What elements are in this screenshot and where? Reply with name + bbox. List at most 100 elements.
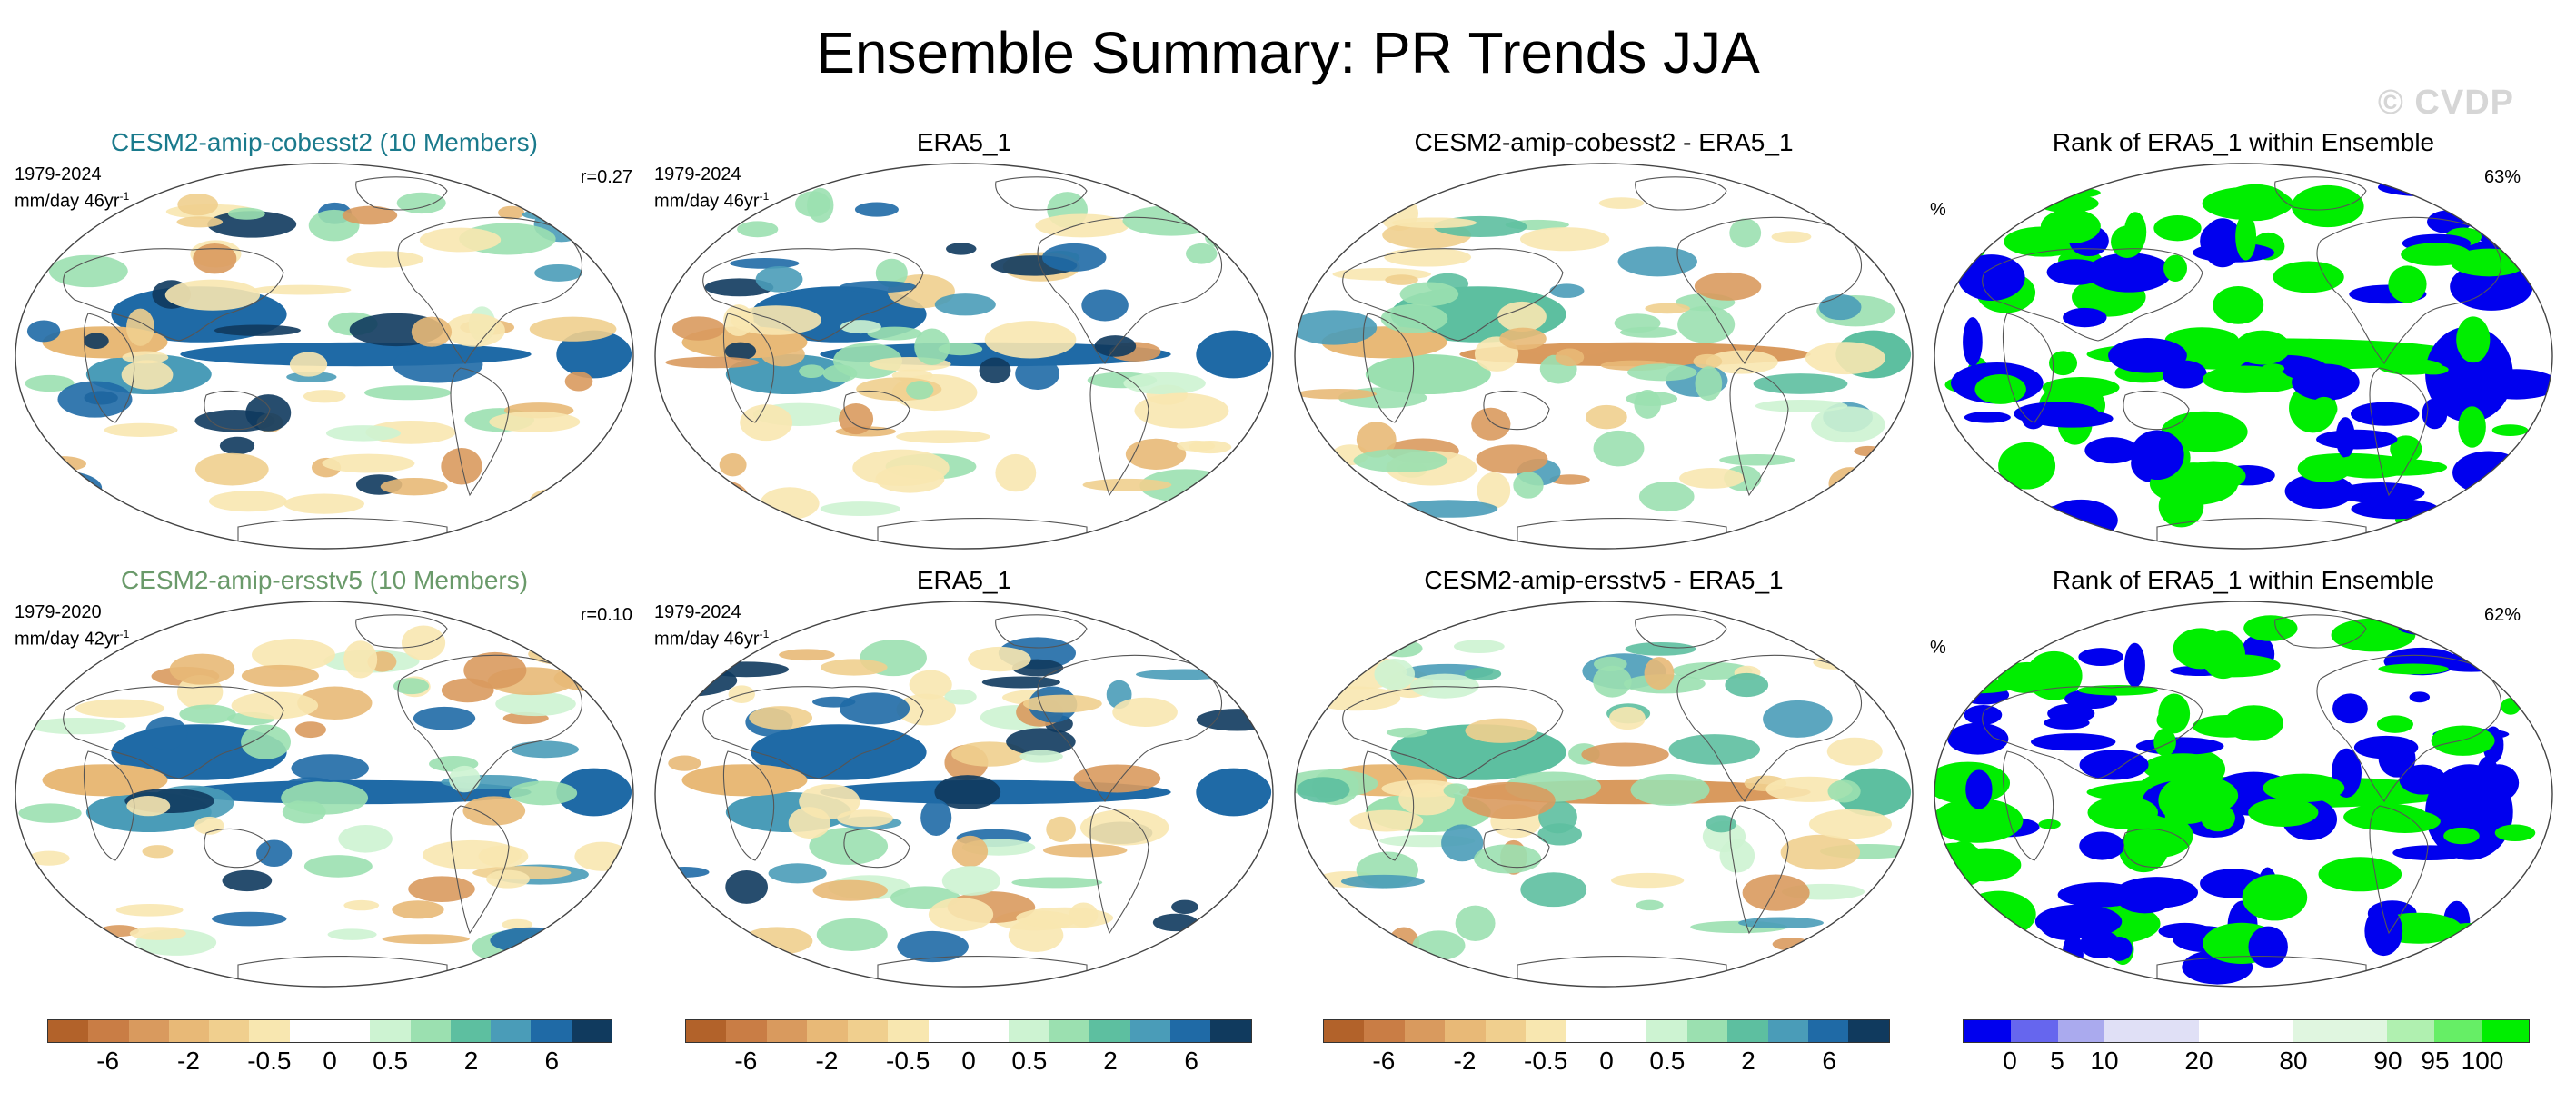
colorbar-tick-label: -0.5 (247, 1047, 292, 1075)
colorbar-swatch (1364, 1020, 1405, 1042)
trend-colorbar-labels: -6 -2 -0.5 0 0.5 2 6 (47, 1047, 612, 1079)
colorbar-tick-label: 0.5 (1649, 1047, 1686, 1075)
colorbar-tick-label: -6 (96, 1047, 120, 1075)
colorbar-swatch (2434, 1020, 2482, 1042)
colorbar-swatch (726, 1020, 767, 1042)
colorbar-swatch (1964, 1020, 2011, 1042)
colorbar-swatch (1727, 1020, 1768, 1042)
colorbar-swatch (2245, 1020, 2293, 1042)
colorbar-swatch (1686, 1020, 1728, 1042)
panel-title: CESM2-amip-ersstv5 (10 Members) (120, 566, 529, 594)
colorbar-tick-label: -2 (1453, 1047, 1477, 1075)
colorbar-tick-label: 0.5 (1011, 1047, 1048, 1075)
colorbar-swatch (2482, 1020, 2529, 1042)
panel-diff-1: CESM2-amip-cobesst2 - ERA5_1 (1290, 127, 1917, 554)
panel-title: ERA5_1 (916, 566, 1012, 594)
colorbar-swatch (128, 1020, 169, 1042)
colorbar-swatch (888, 1020, 929, 1042)
figure-title: Ensemble Summary: PR Trends JJA (816, 20, 1760, 85)
colorbar-swatch (2152, 1020, 2200, 1042)
rank-colorbar (1963, 1019, 2530, 1043)
colorbar-tick-label: -2 (177, 1047, 200, 1075)
colorbar-swatch (2199, 1020, 2246, 1042)
period-label: 1979-2020 (15, 602, 102, 622)
colorbar-tick-label: 0.5 (373, 1047, 409, 1075)
colorbar-swatch (168, 1020, 210, 1042)
colorbar-tick-label: 0 (323, 1047, 337, 1075)
units-label: mm/day 42yr-1 (15, 628, 130, 650)
difference-map (1294, 601, 1914, 988)
trend-map (654, 163, 1274, 550)
colorbar-tick-label: 2 (1103, 1047, 1118, 1075)
rank-percentage: 62% (2483, 605, 2521, 625)
trend-colorbar-labels: -6 -2 -0.5 0 0.5 2 6 (685, 1047, 1252, 1079)
colorbar-swatch (2340, 1020, 2388, 1042)
colorbar-swatch (1848, 1020, 1889, 1042)
colorbar-tick-label: 0 (1599, 1047, 1614, 1075)
colorbar-swatch (48, 1020, 89, 1042)
panel-model-2: CESM2-amip-ersstv5 (10 Members) 1979-202… (11, 565, 638, 992)
colorbar-swatch (1767, 1020, 1809, 1042)
colorbar-tick-label: 80 (2279, 1047, 2308, 1075)
colorbar-tick-label: 10 (2090, 1047, 2119, 1075)
colorbar-swatch (2387, 1020, 2435, 1042)
colorbar-swatch (450, 1020, 492, 1042)
colorbar-tick-label: 6 (544, 1047, 560, 1075)
panel-obs-2: ERA5_1 1979-2024 mm/day 46yr-1 (651, 565, 1278, 992)
difference-map (1294, 163, 1914, 550)
colorbar-tick-label: 90 (2373, 1047, 2402, 1075)
colorbar-swatch (289, 1020, 330, 1042)
period-label: 1979-2024 (15, 164, 102, 184)
colorbar-swatch (370, 1020, 411, 1042)
colorbar-tick-label: 20 (2184, 1047, 2213, 1075)
units-label: mm/day 46yr-1 (654, 190, 770, 212)
colorbar-swatch (1404, 1020, 1446, 1042)
colorbar-tick-label: 6 (1822, 1047, 1836, 1075)
rank-percentage: 63% (2483, 167, 2521, 187)
colorbar-swatch (2293, 1020, 2341, 1042)
colorbar-swatch (766, 1020, 808, 1042)
units-label: mm/day 46yr-1 (15, 190, 130, 212)
colorbar-swatch (491, 1020, 532, 1042)
pattern-correlation: r=0.27 (580, 167, 632, 187)
period-label: 1979-2024 (654, 164, 741, 184)
colorbar-tick-label: 100 (2461, 1047, 2504, 1075)
colorbar-swatch (968, 1020, 1010, 1042)
colorbar-swatch (2104, 1020, 2153, 1042)
trend-map (15, 601, 634, 988)
period-label: 1979-2024 (654, 602, 741, 622)
colorbar-swatch (1170, 1020, 1211, 1042)
colorbar-tick-label: -0.5 (1524, 1047, 1568, 1075)
colorbar-swatch (329, 1020, 371, 1042)
colorbar-swatch (807, 1020, 848, 1042)
colorbar-swatch (1566, 1020, 1606, 1042)
colorbar-swatch (1646, 1020, 1687, 1042)
panel-diff-2: CESM2-amip-ersstv5 - ERA5_1 (1290, 565, 1917, 992)
colorbar-swatch (1445, 1020, 1486, 1042)
difference-colorbar (1323, 1019, 1890, 1043)
colorbar-tick-label: -2 (815, 1047, 839, 1075)
colorbar-swatch (209, 1020, 250, 1042)
colorbar-swatch (2057, 1020, 2105, 1042)
panel-model-1: CESM2-amip-cobesst2 (10 Members) 1979-20… (11, 127, 638, 554)
rank-map (1934, 601, 2553, 988)
colorbar-swatch (1324, 1020, 1365, 1042)
colorbar-swatch (249, 1020, 290, 1042)
percent-sign: % (1930, 638, 1946, 658)
colorbar-swatch (686, 1020, 727, 1042)
trend-map (654, 601, 1274, 988)
colorbar-tick-label: 0 (961, 1047, 976, 1075)
colorbar-tick-label: 5 (2050, 1047, 2064, 1075)
colorbar-swatch (571, 1020, 612, 1042)
colorbar-tick-label: 6 (1184, 1047, 1198, 1075)
percent-sign: % (1930, 200, 1946, 220)
colorbar-tick-label: -6 (1372, 1047, 1396, 1075)
panel-rank-1: Rank of ERA5_1 within Ensemble 63% % (1930, 127, 2557, 554)
colorbar-swatch (1210, 1020, 1251, 1042)
colorbar-swatch (1129, 1020, 1171, 1042)
rank-colorbar-labels: 0 5 10 20 80 90 95 100 (1963, 1047, 2530, 1079)
panel-title: CESM2-amip-ersstv5 - ERA5_1 (1424, 566, 1784, 594)
panel-title: Rank of ERA5_1 within Ensemble (2052, 566, 2435, 594)
colorbar-tick-label: 2 (463, 1047, 479, 1075)
panel-title: CESM2-amip-cobesst2 - ERA5_1 (1414, 128, 1794, 156)
